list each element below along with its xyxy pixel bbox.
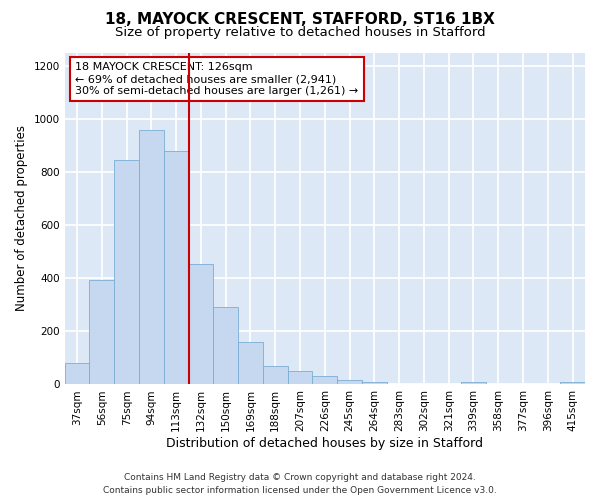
Bar bbox=[337, 380, 362, 384]
Bar bbox=[114, 160, 139, 384]
Bar bbox=[65, 363, 89, 384]
X-axis label: Distribution of detached houses by size in Stafford: Distribution of detached houses by size … bbox=[166, 437, 484, 450]
Text: Size of property relative to detached houses in Stafford: Size of property relative to detached ho… bbox=[115, 26, 485, 39]
Bar bbox=[214, 308, 238, 384]
Bar bbox=[287, 371, 313, 384]
Bar bbox=[263, 366, 287, 384]
Bar bbox=[164, 151, 188, 384]
Bar bbox=[560, 382, 585, 384]
Bar bbox=[89, 280, 114, 384]
Text: 18, MAYOCK CRESCENT, STAFFORD, ST16 1BX: 18, MAYOCK CRESCENT, STAFFORD, ST16 1BX bbox=[105, 12, 495, 28]
Text: 18 MAYOCK CRESCENT: 126sqm
← 69% of detached houses are smaller (2,941)
30% of s: 18 MAYOCK CRESCENT: 126sqm ← 69% of deta… bbox=[75, 62, 358, 96]
Bar bbox=[461, 382, 486, 384]
Bar bbox=[238, 342, 263, 384]
Bar bbox=[188, 264, 214, 384]
Bar bbox=[313, 376, 337, 384]
Y-axis label: Number of detached properties: Number of detached properties bbox=[15, 126, 28, 312]
Bar bbox=[139, 130, 164, 384]
Text: Contains HM Land Registry data © Crown copyright and database right 2024.
Contai: Contains HM Land Registry data © Crown c… bbox=[103, 474, 497, 495]
Bar bbox=[362, 382, 387, 384]
